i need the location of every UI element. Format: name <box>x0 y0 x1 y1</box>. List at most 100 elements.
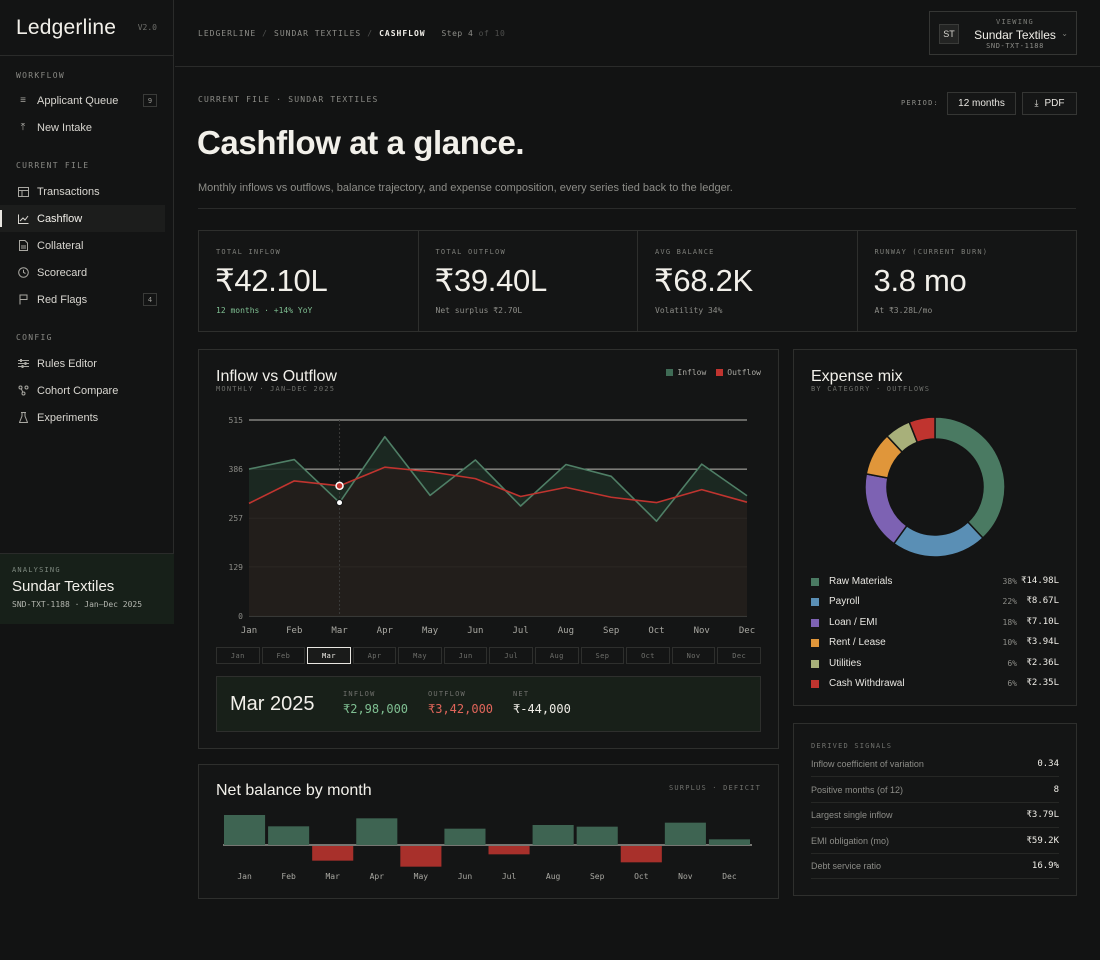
legend-label: Loan / EMI <box>829 616 878 628</box>
legend-swatch <box>811 659 819 668</box>
legend-label: Raw Materials <box>829 576 893 587</box>
card-title: Net balance by month <box>216 782 372 799</box>
card-subtitle: DERIVED SIGNALS <box>811 742 893 750</box>
legend-amount: ₹14.98L <box>1021 576 1059 586</box>
sidebar-item-scorecard[interactable]: Scorecard <box>0 259 165 286</box>
donut-slice-loan-emi[interactable] <box>864 473 908 545</box>
analysing-sub: SND-TXT-1188 · Jan–Dec 2025 <box>12 600 143 609</box>
surplus-bar[interactable] <box>444 828 486 845</box>
month-tab-feb[interactable]: Feb <box>261 647 306 664</box>
flag-icon <box>17 294 29 306</box>
sidebar-item-label: New Intake <box>37 121 93 134</box>
outflow-point[interactable] <box>335 481 344 491</box>
month-tab-aug[interactable]: Aug <box>535 647 579 664</box>
signal-row: Inflow coefficient of variation 0.34 <box>811 752 1059 777</box>
breadcrumb-item[interactable]: LEDGERLINE <box>198 29 257 38</box>
detail-outflow-value: ₹3,42,000 <box>428 702 494 716</box>
surplus-bar[interactable] <box>356 818 398 845</box>
inflow-point[interactable] <box>336 499 344 507</box>
sidebar-item-cashflow[interactable]: Cashflow <box>0 205 165 232</box>
x-tick-label: May <box>422 626 439 636</box>
month-tab-jul[interactable]: Jul <box>489 647 534 664</box>
surplus-bar[interactable] <box>708 839 750 845</box>
month-tab-dec[interactable]: Dec <box>717 647 761 664</box>
x-tick-label: Dec <box>739 626 755 636</box>
pdf-button[interactable]: ⤓ PDF <box>1022 92 1077 115</box>
entity-switcher[interactable]: ST VIEWING Sundar Textiles SND-TXT-1188 … <box>929 11 1077 55</box>
donut-slice-cash-withdrawal[interactable] <box>908 416 936 444</box>
breadcrumb-item[interactable]: SUNDAR TEXTILES <box>274 29 362 38</box>
kpi-value: ₹39.40L <box>434 263 548 298</box>
x-tick-label: Sep <box>590 872 605 881</box>
month-tab-jan[interactable]: Jan <box>216 647 260 664</box>
document-icon <box>17 240 29 252</box>
legend-swatch <box>811 618 819 627</box>
flask-icon <box>17 412 29 424</box>
deficit-bar[interactable] <box>312 846 354 861</box>
x-tick-label: Dec <box>722 872 737 881</box>
download-icon: ⤓ <box>1034 98 1039 108</box>
x-tick-label: Aug <box>558 626 574 636</box>
surplus-bar[interactable] <box>268 826 310 845</box>
detail-net-label: NET <box>513 690 530 698</box>
month-tab-sep[interactable]: Sep <box>580 647 625 664</box>
section-config: CONFIG <box>16 333 53 342</box>
signal-label: Debt service ratio <box>811 861 882 871</box>
sidebar-item-rules-editor[interactable]: Rules Editor <box>0 350 165 377</box>
sidebar-item-experiments[interactable]: Experiments <box>0 404 165 431</box>
legend-percent: 6% <box>1007 679 1017 688</box>
deficit-bar[interactable] <box>400 846 442 867</box>
month-tab-mar[interactable]: Mar <box>307 647 351 664</box>
breadcrumb-separator: / <box>367 29 374 38</box>
analysing-label: ANALYSING <box>12 566 61 574</box>
sidebar-item-label: Scorecard <box>37 266 88 279</box>
legend-label: Utilities <box>829 657 862 669</box>
month-tab-may[interactable]: May <box>398 647 442 664</box>
surplus-bar[interactable] <box>224 815 266 845</box>
signal-label: Positive months (of 12) <box>811 784 904 795</box>
legend-percent: 6% <box>1007 658 1017 668</box>
x-tick-label: Oct <box>648 626 664 636</box>
period-select[interactable]: 12 months <box>947 92 1016 115</box>
x-tick-label: Mar <box>325 872 340 881</box>
sidebar-item-collateral[interactable]: Collateral <box>0 232 165 259</box>
deficit-bar[interactable] <box>488 846 530 855</box>
donut-slice-payroll[interactable] <box>892 520 984 558</box>
inflow-outflow-card: Inflow vs Outflow MONTHLY · JAN–DEC 2025… <box>198 349 779 749</box>
x-tick-label: Jul <box>513 626 529 636</box>
surplus-bar[interactable] <box>532 825 574 845</box>
x-tick-label: Jul <box>502 872 517 881</box>
step-total: of 10 <box>478 29 506 38</box>
month-tab-jun[interactable]: Jun <box>443 647 488 664</box>
sidebar-item-label: Experiments <box>37 411 99 424</box>
card-subtitle: MONTHLY · JAN–DEC 2025 <box>216 385 336 393</box>
donut-slice-raw-materials[interactable] <box>934 416 1006 540</box>
kpi-label: TOTAL OUTFLOW <box>435 248 506 256</box>
sidebar-item-red-flags[interactable]: Red Flags 4 <box>0 286 165 313</box>
brand-logo[interactable]: Ledgerline <box>16 16 117 39</box>
sidebar-item-transactions[interactable]: Transactions <box>0 178 165 205</box>
signal-row: Debt service ratio 16.9% <box>811 854 1059 879</box>
signal-label: EMI obligation (mo) <box>811 835 890 846</box>
legend-label: Payroll <box>829 596 860 608</box>
x-tick-label: Feb <box>281 872 296 881</box>
sidebar-item-new-intake[interactable]: ⤒ New Intake <box>0 114 165 141</box>
divider <box>198 208 1076 209</box>
surplus-bar[interactable] <box>664 822 706 845</box>
month-tab-apr[interactable]: Apr <box>352 647 397 664</box>
sidebar-item-label: Cohort Compare <box>37 384 119 397</box>
x-tick-label: Oct <box>634 872 649 881</box>
signal-value: 16.9% <box>1031 861 1059 871</box>
sidebar-item-cohort-compare[interactable]: Cohort Compare <box>0 377 165 404</box>
legend-row: Raw Materials 38% ₹14.98L <box>811 575 1059 589</box>
legend-swatch <box>811 598 819 607</box>
sidebar-item-applicant-queue[interactable]: ≡ Applicant Queue 9 <box>0 87 165 114</box>
legend-item-outflow: Outflow <box>716 368 761 377</box>
month-tab-nov[interactable]: Nov <box>671 647 716 664</box>
surplus-bar[interactable] <box>576 826 618 845</box>
month-tab-oct[interactable]: Oct <box>626 647 670 664</box>
sidebar-item-label: Cashflow <box>37 212 83 225</box>
deficit-bar[interactable] <box>620 846 662 863</box>
top-bar: LEDGERLINE / SUNDAR TEXTILES / CASHFLOW Step… <box>175 0 1100 67</box>
inflow-outflow-chart: 515 386 257 129 0 Jan Feb Mar Apr May Jun Jul Aug Sep… <box>229 416 756 636</box>
